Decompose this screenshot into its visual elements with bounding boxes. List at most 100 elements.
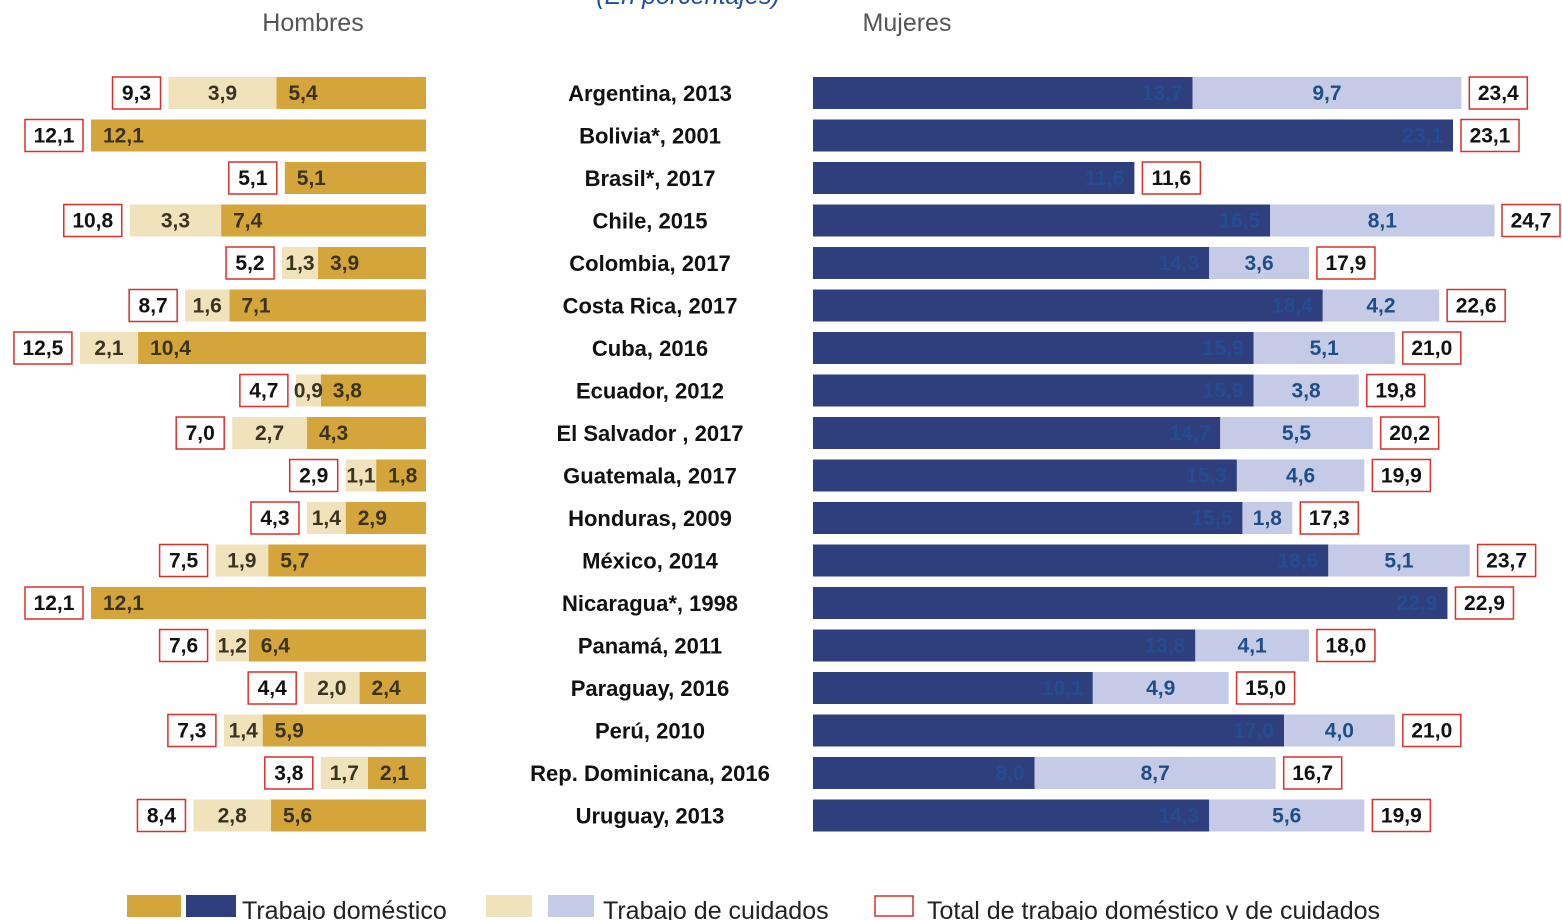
label-mujeres-domestico: 15,5 (1192, 507, 1233, 530)
label-hombres-cuidados: 1,4 (229, 720, 259, 743)
bar-mujeres-domestico (813, 544, 1329, 577)
row: Brasil*, 2017 5,1 5,1 11,6 11,6 (228, 161, 1202, 195)
bar-mujeres-domestico (813, 672, 1093, 704)
bar-mujeres-cuidados (1253, 332, 1395, 364)
legend-swatch-hombres-cuidados (486, 895, 532, 917)
label-mujeres-domestico: 8,0 (995, 762, 1024, 785)
label-mujeres-domestico: 13,8 (1144, 635, 1185, 658)
label-hombres-total-box (128, 288, 178, 323)
label-hombres-domestico: 7,4 (233, 210, 263, 233)
label-hombres-domestico: 12,1 (103, 592, 144, 615)
label-hombres-total-box (264, 756, 314, 790)
bar-hombres-domestico (320, 374, 426, 407)
category-label: Uruguay, 2013 (576, 804, 725, 829)
chart-subtitle: (En porcentajes) (596, 0, 779, 10)
label-hombres-total-box (239, 373, 289, 408)
label-hombres-total-box (167, 713, 217, 748)
label-mujeres-total: 24,7 (1511, 210, 1552, 233)
bar-hombres-cuidados (306, 502, 346, 534)
row: Costa Rica, 2017 7,1 1,6 8,7 18,4 4,2 22,6 (128, 288, 1506, 323)
row: Bolivia*, 2001 12,1 12,1 23,1 23,1 (24, 118, 1520, 153)
label-hombres-total: 9,3 (122, 82, 151, 105)
label-hombres-domestico: 2,1 (380, 762, 410, 785)
bar-mujeres-domestico (813, 77, 1193, 109)
label-hombres-domestico: 5,9 (275, 720, 304, 743)
row: Colombia, 2017 3,9 1,3 5,2 14,3 3,6 17,9 (225, 246, 1376, 280)
bar-mujeres-domestico (813, 502, 1243, 534)
label-hombres-cuidados: 1,7 (330, 762, 359, 785)
bar-hombres-domestico (270, 799, 426, 832)
label-hombres-total: 4,3 (260, 507, 289, 530)
bar-mujeres-cuidados (1209, 799, 1365, 832)
label-mujeres-total-box (1379, 416, 1440, 450)
label-mujeres-total: 11,6 (1152, 167, 1192, 190)
row: Cuba, 2016 10,4 2,1 12,5 15,9 5,1 21,0 (13, 331, 1462, 365)
row: Perú, 2010 5,9 1,4 7,3 17,0 4,0 21,0 (167, 713, 1462, 748)
bar-hombres-domestico (221, 204, 426, 237)
label-hombres-domestico: 5,6 (283, 805, 312, 828)
label-mujeres-total-box (1446, 288, 1506, 323)
label-hombres-total: 12,1 (34, 592, 75, 615)
label-mujeres-total-box (1460, 118, 1520, 153)
label-hombres-total: 4,7 (249, 380, 278, 403)
label-mujeres-cuidados: 9,7 (1312, 82, 1341, 105)
row: Uruguay, 2013 5,6 2,8 8,4 14,3 5,6 19,9 (136, 798, 1432, 833)
label-mujeres-total-box (1476, 543, 1537, 578)
label-hombres-cuidados: 3,3 (161, 210, 190, 233)
label-mujeres-total-box (1468, 76, 1529, 110)
label-mujeres-domestico: 16,5 (1219, 210, 1260, 233)
panel-title-hombres: Hombres (262, 9, 363, 37)
label-mujeres-total: 19,9 (1381, 465, 1422, 488)
category-label: Panamá, 2011 (578, 634, 722, 659)
bar-mujeres-cuidados (1092, 672, 1229, 704)
label-hombres-domestico: 2,9 (358, 507, 387, 530)
label-hombres-total-box (63, 203, 123, 238)
label-hombres-total: 8,7 (139, 295, 168, 318)
bar-hombres-cuidados (223, 714, 263, 747)
category-label: Brasil*, 2017 (585, 166, 716, 191)
bar-mujeres-domestico (813, 799, 1210, 832)
label-hombres-domestico: 5,7 (280, 550, 309, 573)
label-mujeres-cuidados: 5,1 (1384, 550, 1414, 573)
bar-hombres-domestico (345, 502, 426, 534)
bar-hombres-domestico (306, 417, 426, 449)
label-hombres-total-box (24, 586, 84, 620)
label-mujeres-total-box (1299, 501, 1360, 535)
label-mujeres-total-box (1371, 798, 1432, 833)
legend: Trabajo doméstico Trabajo de cuidados Tota… (127, 895, 1380, 920)
label-mujeres-total-box (1282, 756, 1343, 790)
label-mujeres-total-box (1316, 628, 1376, 663)
label-hombres-total-box (158, 628, 209, 663)
label-mujeres-total: 23,1 (1470, 125, 1511, 148)
bar-mujeres-domestico (813, 289, 1323, 322)
category-label: Bolivia*, 2001 (579, 124, 721, 149)
bar-mujeres-cuidados (1192, 77, 1462, 109)
bar-hombres-domestico (91, 587, 426, 619)
bar-mujeres-cuidados (1242, 502, 1293, 534)
bar-hombres-cuidados (215, 629, 249, 662)
label-mujeres-domestico: 15,9 (1203, 380, 1244, 403)
label-hombres-domestico: 3,8 (333, 380, 363, 403)
label-mujeres-domestico: 14,3 (1158, 805, 1199, 828)
bar-hombres-cuidados (282, 247, 319, 279)
label-hombres-cuidados: 2,8 (218, 805, 248, 828)
label-hombres-total-box (158, 543, 209, 578)
label-mujeres-total: 18,0 (1325, 635, 1366, 658)
label-hombres-domestico: 4,3 (319, 422, 348, 445)
label-mujeres-total: 22,6 (1456, 295, 1497, 318)
label-mujeres-total-box (1402, 331, 1462, 365)
bar-hombres-cuidados (79, 332, 139, 364)
label-hombres-domestico: 5,4 (288, 82, 318, 105)
bar-hombres-cuidados (168, 77, 277, 109)
label-hombres-total: 8,4 (147, 805, 177, 828)
legend-swatch-total (874, 895, 914, 917)
bar-mujeres-cuidados (1236, 459, 1365, 492)
label-mujeres-cuidados: 8,7 (1141, 762, 1170, 785)
bar-hombres-cuidados (193, 799, 271, 832)
label-mujeres-total: 21,0 (1411, 720, 1452, 743)
bar-mujeres-cuidados (1195, 629, 1309, 662)
label-hombres-total: 7,3 (177, 720, 206, 743)
category-label: Rep. Dominicana, 2016 (530, 761, 770, 786)
category-label: El Salvador , 2017 (556, 421, 743, 446)
label-hombres-total: 5,1 (238, 167, 268, 190)
